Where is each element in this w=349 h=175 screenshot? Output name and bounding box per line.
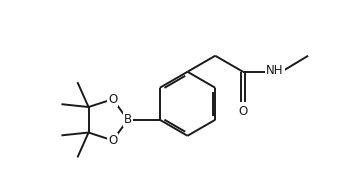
- Text: O: O: [108, 134, 117, 147]
- Text: B: B: [124, 113, 132, 126]
- Text: O: O: [108, 93, 117, 106]
- Text: NH: NH: [266, 64, 284, 77]
- Text: O: O: [238, 105, 247, 118]
